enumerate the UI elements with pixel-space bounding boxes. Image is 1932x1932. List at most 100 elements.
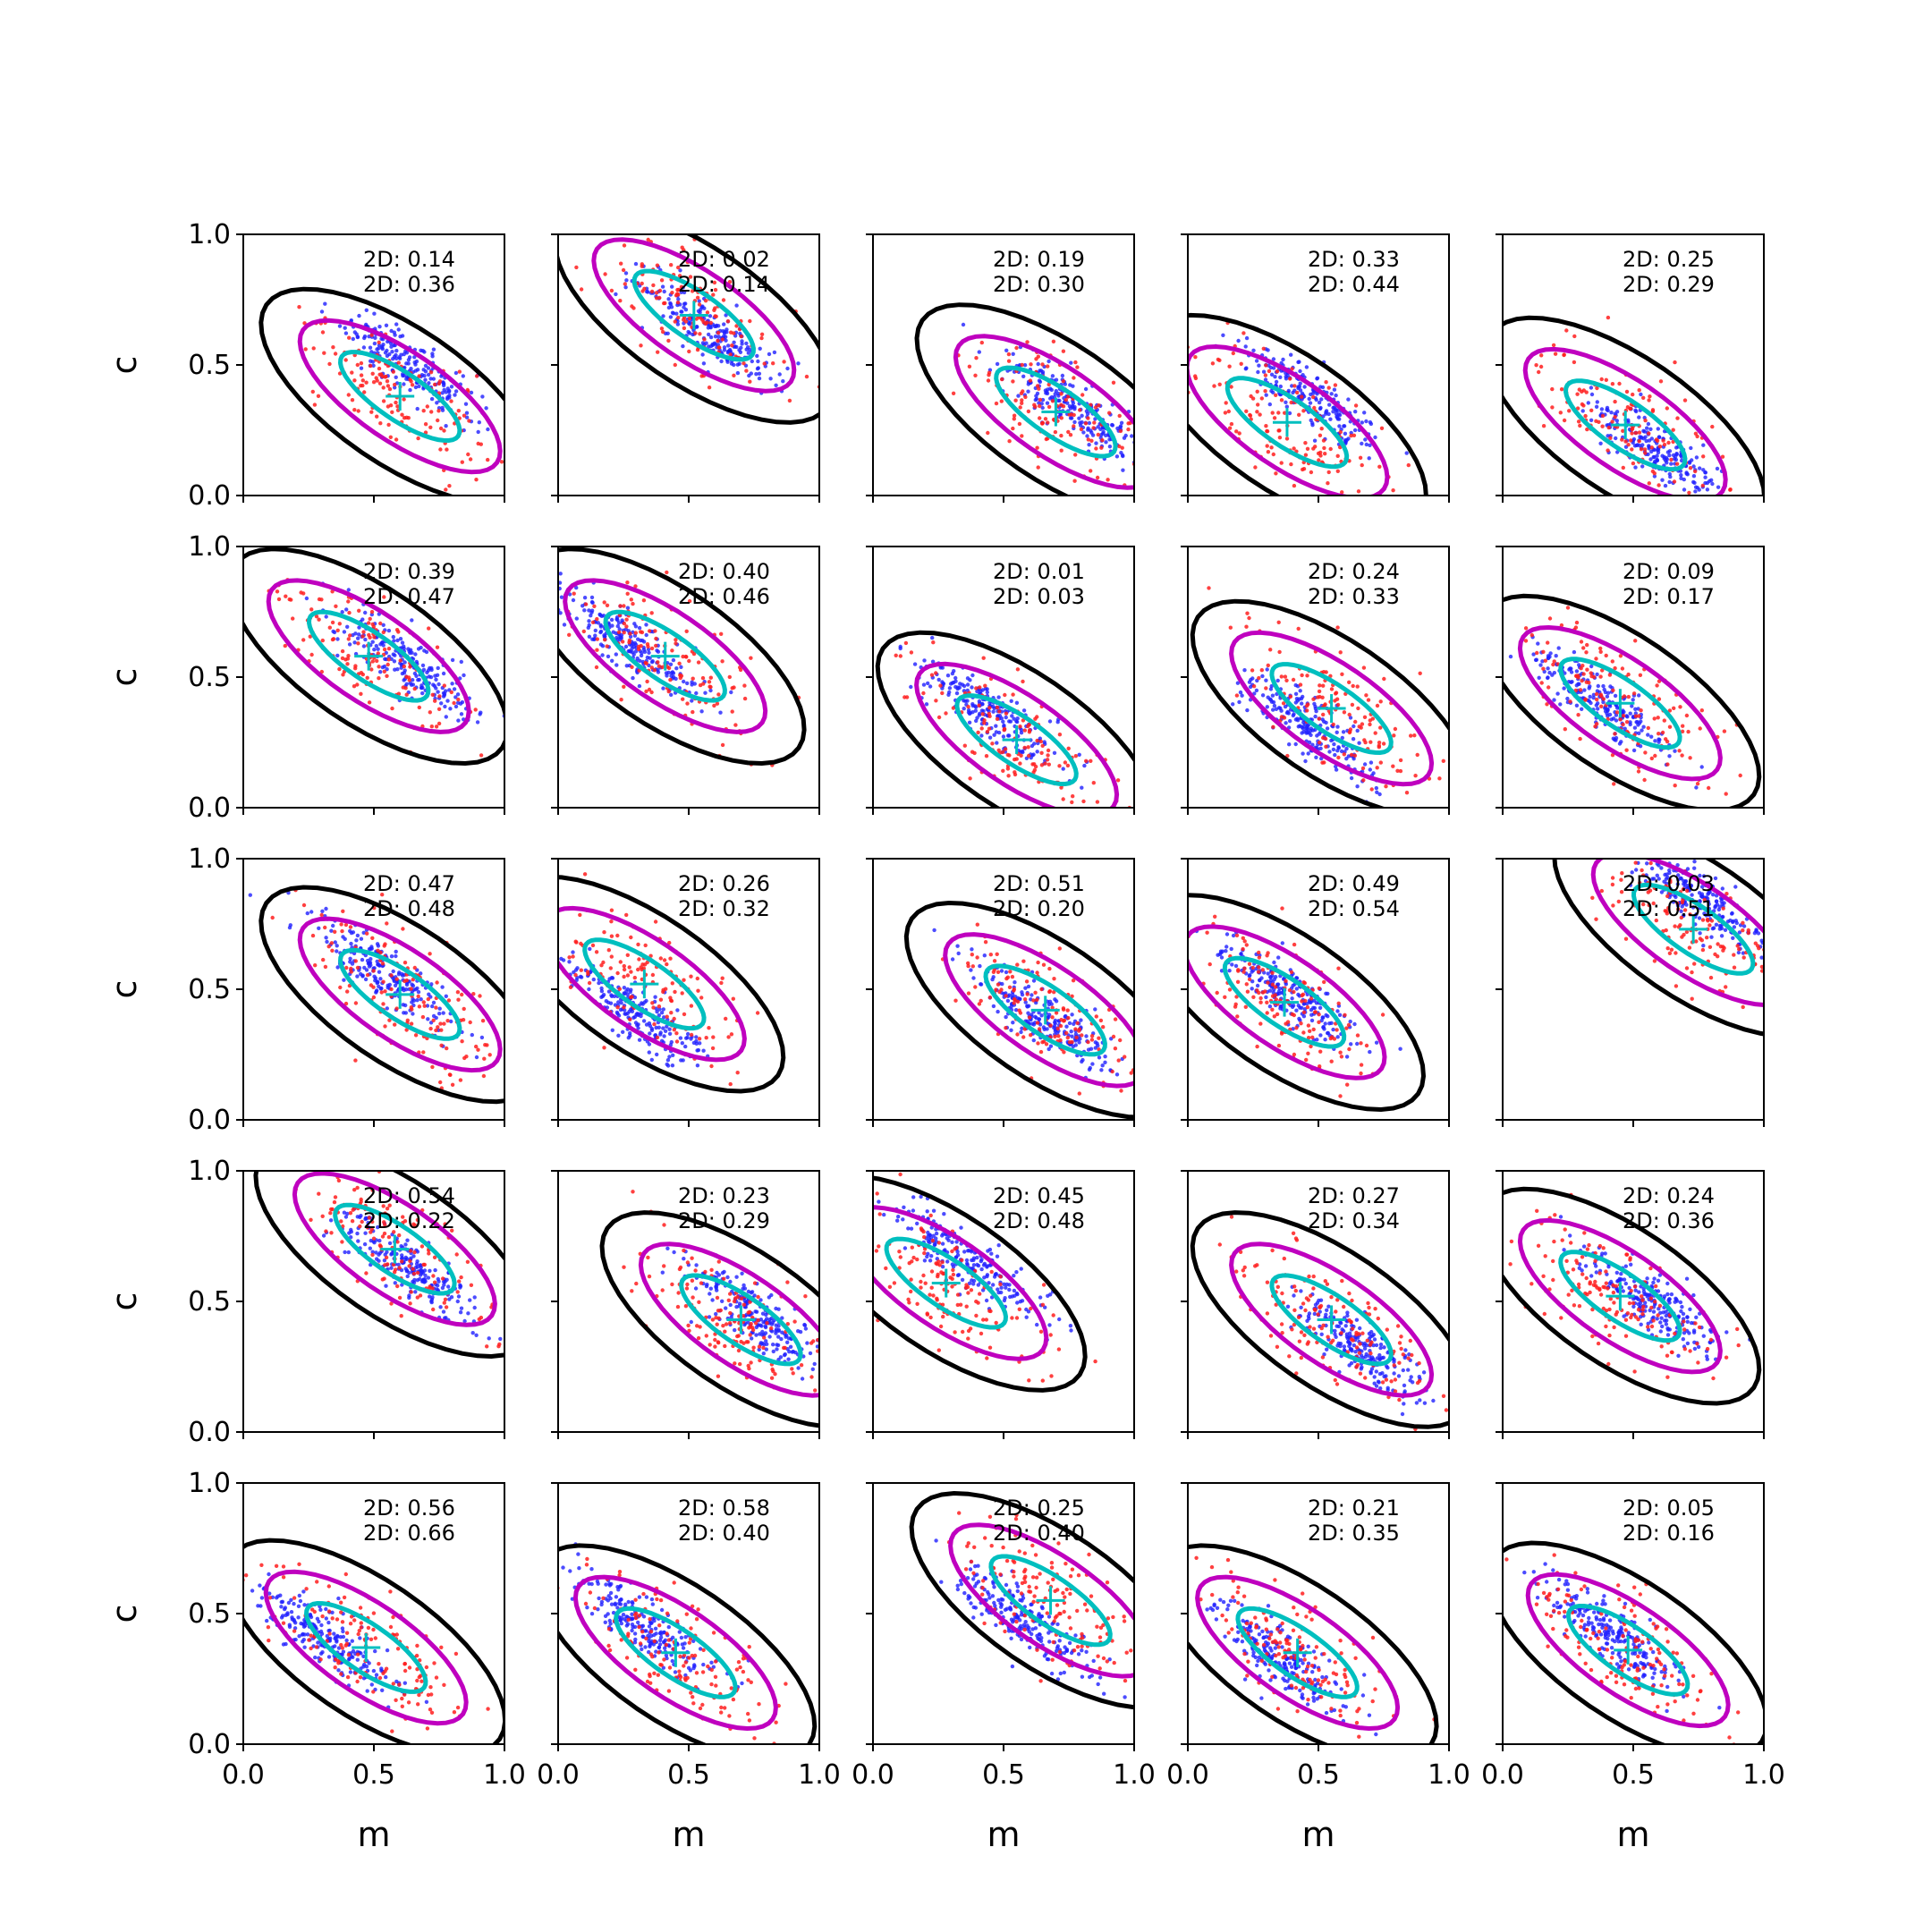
blue-point: [1093, 1007, 1097, 1012]
red-point: [1057, 946, 1063, 951]
blue-point: [1048, 386, 1053, 391]
red-point: [944, 711, 948, 716]
middle-contour: [1517, 624, 1723, 782]
blue-point: [360, 973, 365, 978]
red-point: [402, 664, 406, 669]
red-point: [1672, 479, 1677, 484]
inner-contour: [306, 609, 431, 703]
blue-point: [1026, 389, 1030, 394]
blue-point: [600, 994, 606, 999]
y-tick-label: 0.5: [188, 974, 231, 1005]
blue-point: [628, 989, 632, 995]
red-point: [1025, 340, 1030, 344]
blue-point: [335, 944, 339, 948]
blue-point: [1238, 690, 1243, 695]
blue-point: [1614, 419, 1620, 423]
blue-point: [970, 947, 974, 952]
red-point: [682, 1012, 687, 1017]
blue-point: [969, 968, 973, 972]
red-point: [630, 665, 634, 669]
blue-point: [1653, 459, 1657, 464]
red-point: [1046, 364, 1050, 369]
red-point: [1036, 1041, 1040, 1046]
red-point: [375, 658, 379, 664]
red-point: [1035, 1021, 1040, 1025]
red-point: [1693, 469, 1698, 474]
blue-point: [1329, 738, 1334, 743]
red-point: [665, 570, 669, 575]
blue-point: [748, 347, 752, 352]
blue-point: [1299, 696, 1304, 701]
middle-contour: [914, 661, 1120, 808]
red-point: [343, 922, 349, 928]
red-point: [725, 319, 731, 324]
red-point: [654, 291, 659, 295]
blue-point: [370, 360, 376, 364]
red-point: [1404, 791, 1410, 795]
red-point: [1305, 708, 1309, 713]
annotation-label-2: 2D: 0.29: [1623, 272, 1715, 297]
blue-point: [1055, 1030, 1060, 1036]
red-point: [728, 1081, 733, 1087]
blue-point: [1254, 359, 1259, 363]
red-point: [1266, 450, 1271, 454]
red-point: [275, 589, 280, 594]
red-point: [426, 996, 430, 1002]
blue-point: [1582, 688, 1587, 692]
blue-point: [1034, 396, 1039, 402]
red-point: [402, 961, 408, 965]
red-point: [1264, 363, 1268, 368]
blue-point: [1315, 376, 1320, 380]
red-point: [1638, 673, 1643, 677]
inner-contour: [1558, 657, 1682, 750]
red-point: [1011, 692, 1015, 697]
red-point: [711, 1035, 716, 1039]
blue-point: [616, 1013, 622, 1018]
blue-point: [1368, 443, 1372, 447]
red-point: [436, 381, 442, 386]
red-point: [1064, 1030, 1069, 1036]
blue-point: [571, 597, 576, 603]
blue-point: [575, 966, 580, 970]
blue-point: [349, 930, 354, 936]
blue-point: [1084, 409, 1089, 413]
red-point: [1368, 722, 1372, 727]
blue-point: [650, 659, 655, 664]
blue-point: [616, 1000, 621, 1004]
red-point: [1050, 399, 1055, 403]
blue-point: [394, 348, 399, 353]
red-point: [609, 934, 614, 938]
blue-point: [1020, 990, 1024, 995]
red-point: [369, 609, 375, 614]
red-point: [1409, 733, 1413, 738]
red-point: [353, 959, 358, 963]
blue-point: [1343, 440, 1348, 445]
blue-point: [456, 718, 461, 723]
red-point: [1004, 711, 1009, 716]
blue-point: [1690, 458, 1694, 462]
blue-point: [1009, 1004, 1014, 1009]
red-point: [676, 315, 681, 320]
red-point: [1562, 352, 1566, 357]
blue-point: [1331, 410, 1335, 414]
red-point: [428, 425, 433, 429]
red-point: [309, 652, 314, 657]
red-point: [383, 1024, 387, 1029]
red-point: [347, 335, 352, 340]
blue-point: [1667, 449, 1673, 453]
red-point: [1244, 624, 1249, 629]
blue-point: [666, 297, 671, 301]
red-point: [1271, 724, 1275, 729]
blue-point: [379, 640, 385, 645]
red-point: [1107, 411, 1112, 415]
red-points: [940, 922, 1134, 1096]
red-point: [1015, 999, 1021, 1004]
blue-point: [1599, 407, 1605, 411]
blue-point: [679, 665, 683, 669]
red-point: [1296, 626, 1301, 631]
red-point: [679, 284, 684, 289]
red-point: [1598, 649, 1603, 654]
blue-point: [430, 352, 435, 356]
red-point: [1011, 379, 1015, 384]
red-point: [716, 338, 720, 343]
